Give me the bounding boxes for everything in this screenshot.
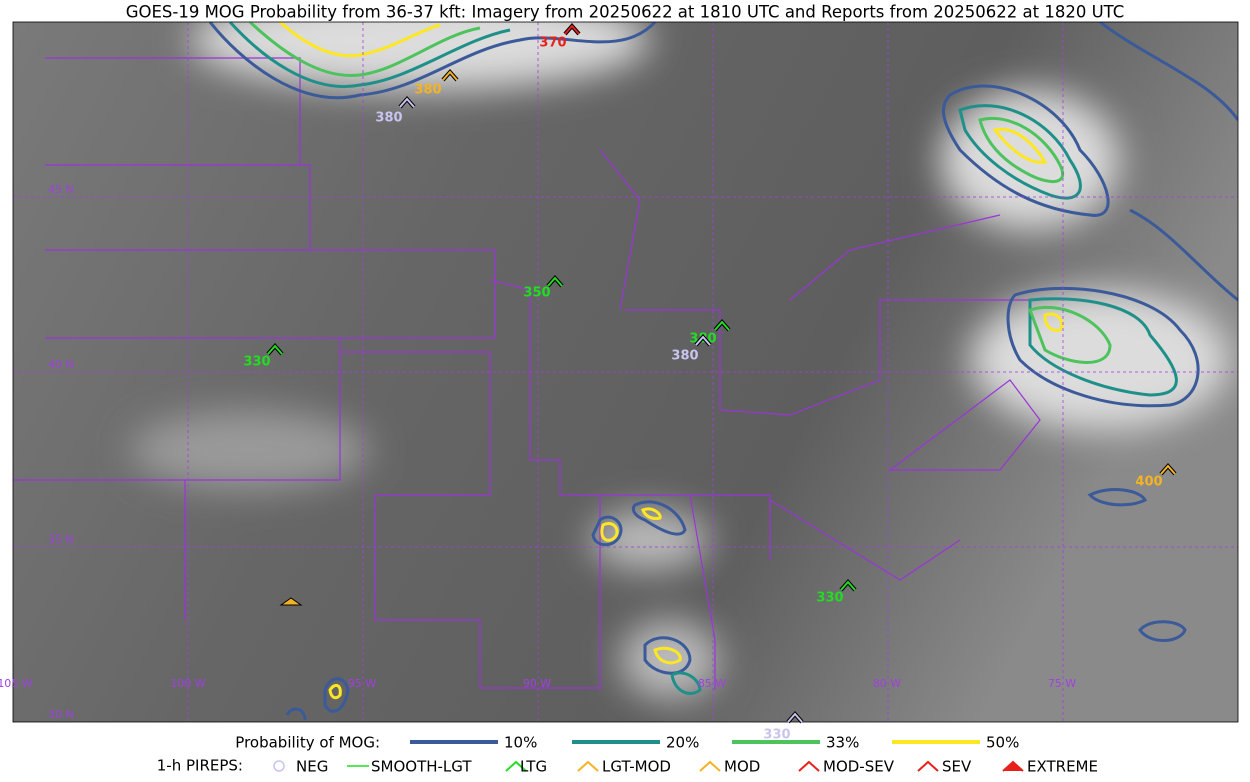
legend-label: 50% [986,734,1019,752]
lon-label: 95 W [348,677,376,690]
title: GOES-19 MOG Probability from 36-37 kft: … [126,3,1125,22]
lon-label: 80 W [873,677,901,690]
pirep-symbol [399,97,415,108]
pirep-symbol [695,335,711,346]
lon-label: 75 W [1048,677,1076,690]
pirep-altitude: 370 [539,36,566,51]
legend-symbol [577,760,599,772]
legend-label: LTG [520,758,547,776]
pirep-symbol [279,597,303,606]
legend-symbol [1002,760,1024,772]
pirep-altitude: 380 [671,349,698,364]
pirep-symbol [1160,464,1176,475]
pirep-symbol [714,320,730,331]
legend-label: NEG [296,758,328,776]
lon-label: 100 W [170,677,205,690]
lat-label: 40 N [48,358,74,371]
pirep-altitude: 350 [523,286,550,301]
pirep-symbol [564,24,580,35]
legend-title: 1-h PIREPS: [157,757,243,775]
lon-label: 105 W [0,677,33,690]
pirep-symbol [547,276,563,287]
legend-symbol [505,760,527,772]
lat-label: 45 N [48,183,74,196]
lon-label: 90 W [523,677,551,690]
pirep-altitude: 380 [414,83,441,98]
lat-label: 35 N [48,533,74,546]
legend-label: 33% [826,734,859,752]
legend-label: EXTREME [1027,758,1098,776]
lat-label: 30 N [48,708,74,721]
pirep-symbol [267,344,283,355]
legend-symbol [273,760,285,772]
legend-label: MOD [724,758,760,776]
legend-title: Probability of MOG: [235,734,380,752]
legend-label: LGT-MOD [602,758,671,776]
lon-label: 85 W [698,677,726,690]
probability-contours [208,22,1238,721]
legend-label: SEV [942,758,972,776]
pirep-altitude: 380 [375,111,402,126]
state-borders [13,57,1041,690]
map-frame [12,21,1239,723]
pirep-altitude: 330 [763,728,790,743]
graticule [13,22,1238,722]
pirep-symbol [787,712,803,723]
pirep-altitude: 330 [816,591,843,606]
legend-symbol [798,760,820,772]
legend-symbol [917,760,939,772]
satellite-imagery [13,22,1238,722]
pirep-symbol [840,580,856,591]
legend-label: 10% [504,734,537,752]
legend-symbol [699,760,721,772]
pirep-altitude: 330 [243,355,270,370]
legend-label: 20% [666,734,699,752]
pirep-altitude: 400 [1135,475,1162,490]
legend-label: SMOOTH-LGT [371,758,472,776]
pirep-symbol [442,70,458,81]
legend-label: MOD-SEV [823,758,895,776]
